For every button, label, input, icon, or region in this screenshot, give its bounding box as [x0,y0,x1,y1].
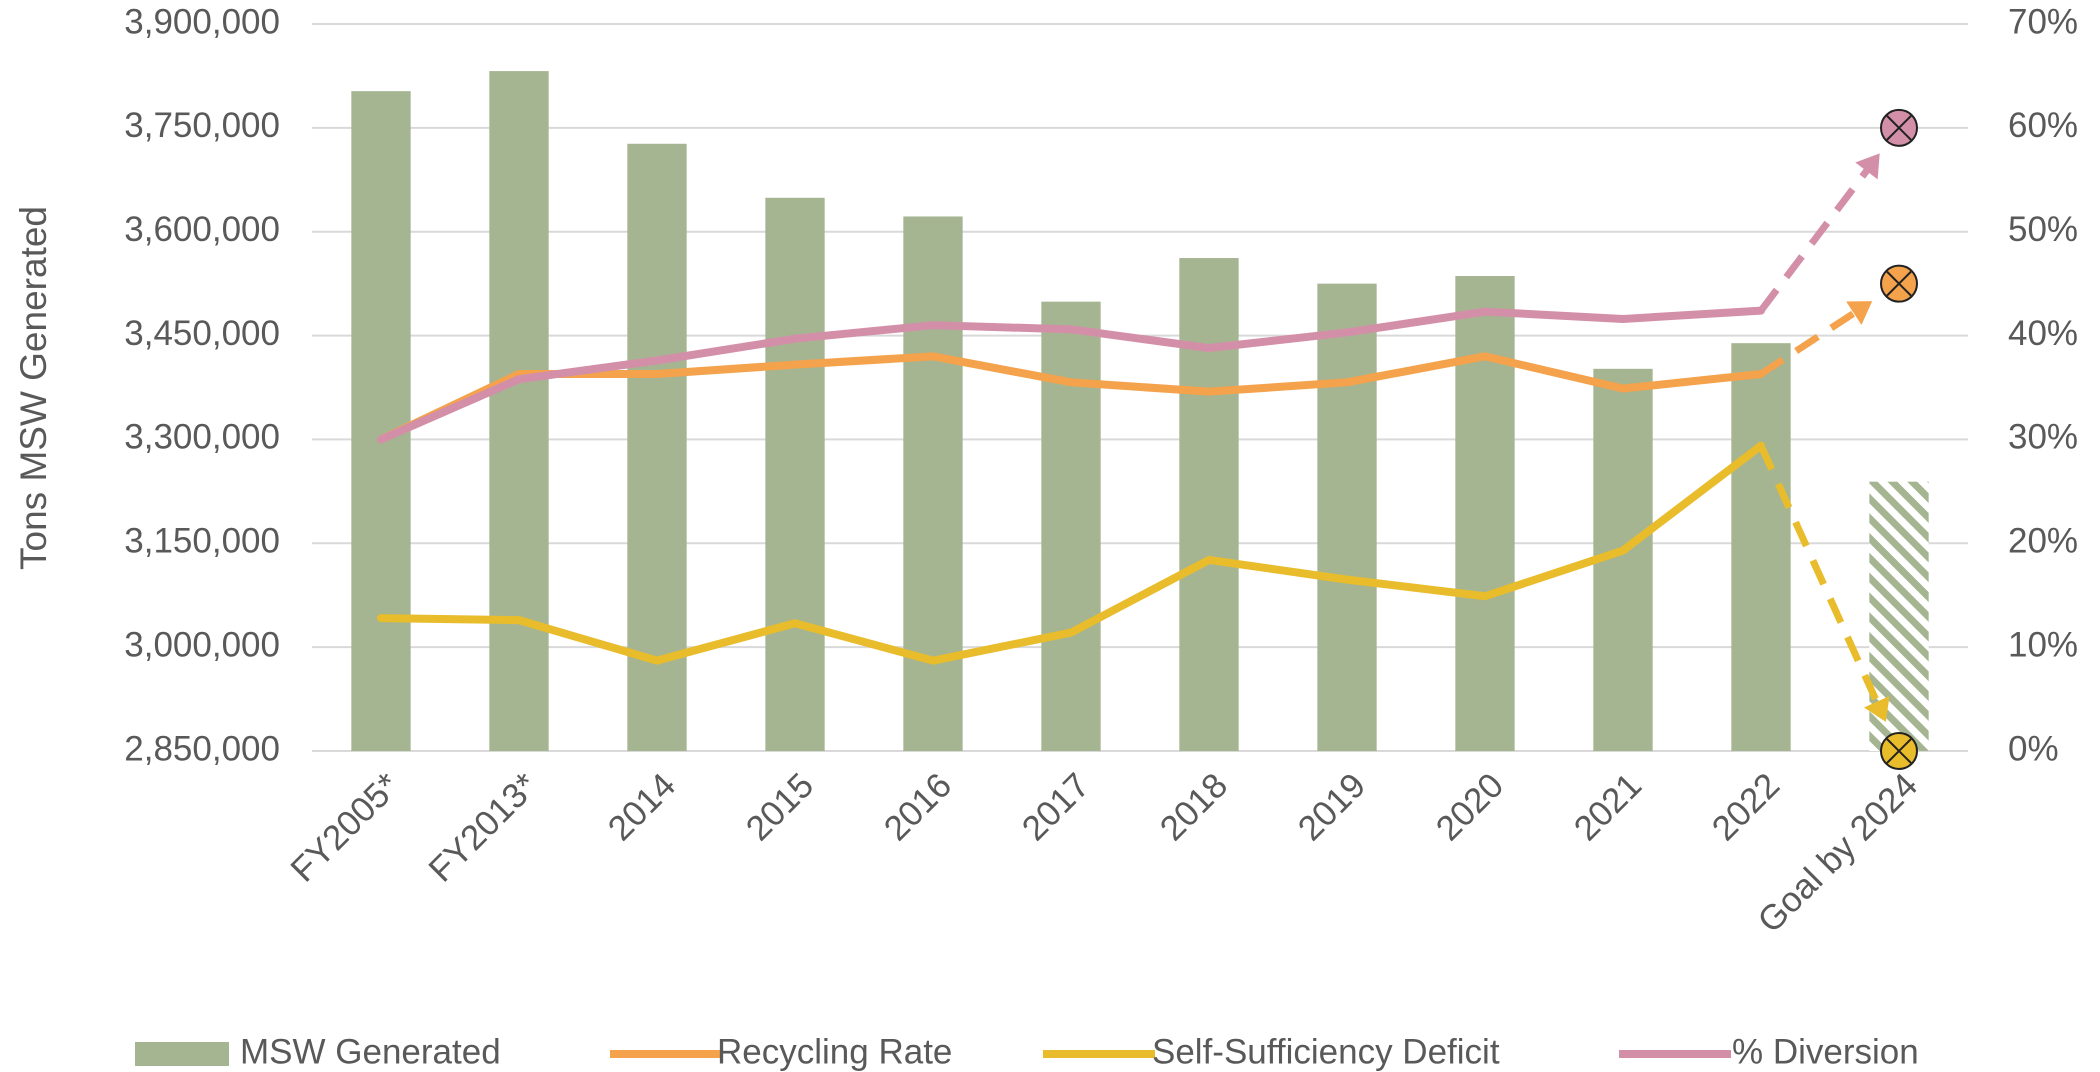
y2-tick-label: 70% [2008,2,2078,41]
x-tick-label: 2020 [1429,766,1512,849]
bar [351,91,411,751]
bar [765,197,825,752]
bar [1317,283,1377,751]
y-tick-label: 3,600,000 [124,210,280,249]
bar [903,216,963,751]
x-tick-label: 2019 [1291,766,1374,849]
y2-tick-label: 20% [2008,522,2078,561]
bar [1455,276,1515,751]
y-tick-label: 3,900,000 [124,2,280,41]
y2-tick-label: 0% [2008,729,2059,768]
legend-label: % Diversion [1732,1032,1919,1071]
x-tick-label: 2015 [739,766,822,849]
arrow-head [1855,153,1880,180]
legend-label: Self-Sufficiency Deficit [1152,1032,1500,1071]
y-tick-label: 2,850,000 [124,729,280,768]
line [377,441,1765,665]
line [377,352,1765,444]
bar [627,143,687,751]
x-tick-label: FY2013* [421,765,545,889]
goal-marker [1880,108,1918,147]
projection-line [1758,159,1877,313]
legend-label: MSW Generated [240,1032,501,1071]
bar [1731,343,1791,751]
y-tick-label: 3,750,000 [124,106,280,145]
y2-tick-label: 40% [2008,314,2078,353]
arrow-head [1846,301,1873,325]
x-tick-label: 2021 [1567,766,1650,849]
goal-marker [1880,732,1918,770]
x-tick-label: FY2005* [283,765,407,889]
marker-cross [1886,115,1912,141]
y-tick-label: 3,450,000 [124,314,280,353]
bar [1179,258,1239,751]
x-tick-label: 2016 [877,766,960,849]
y2-tick-label: 60% [2008,106,2078,145]
y2-tick-label: 10% [2008,625,2078,664]
x-tick-label: 2022 [1705,766,1788,849]
goal-marker [1880,264,1918,303]
marker-cross [1886,738,1912,764]
projection-line [1759,303,1866,377]
arrow-head [1864,696,1890,722]
y-tick-label: 3,150,000 [124,522,280,561]
x-tick-label: 2018 [1153,766,1236,849]
legend-swatch [135,1042,229,1066]
marker-cross [1886,270,1912,297]
projection-line [1757,444,1885,715]
legend-label: Recycling Rate [717,1032,952,1071]
line [377,306,1765,444]
bar [489,71,549,751]
y-axis-label: Tons MSW Generated [13,206,54,570]
x-tick-label: 2014 [601,766,684,849]
y2-tick-label: 30% [2008,418,2078,457]
y-tick-label: 3,300,000 [124,418,280,457]
bar [1041,301,1101,751]
x-tick-label: 2017 [1015,766,1098,849]
y2-tick-label: 50% [2008,210,2078,249]
y-tick-label: 3,000,000 [124,625,280,664]
